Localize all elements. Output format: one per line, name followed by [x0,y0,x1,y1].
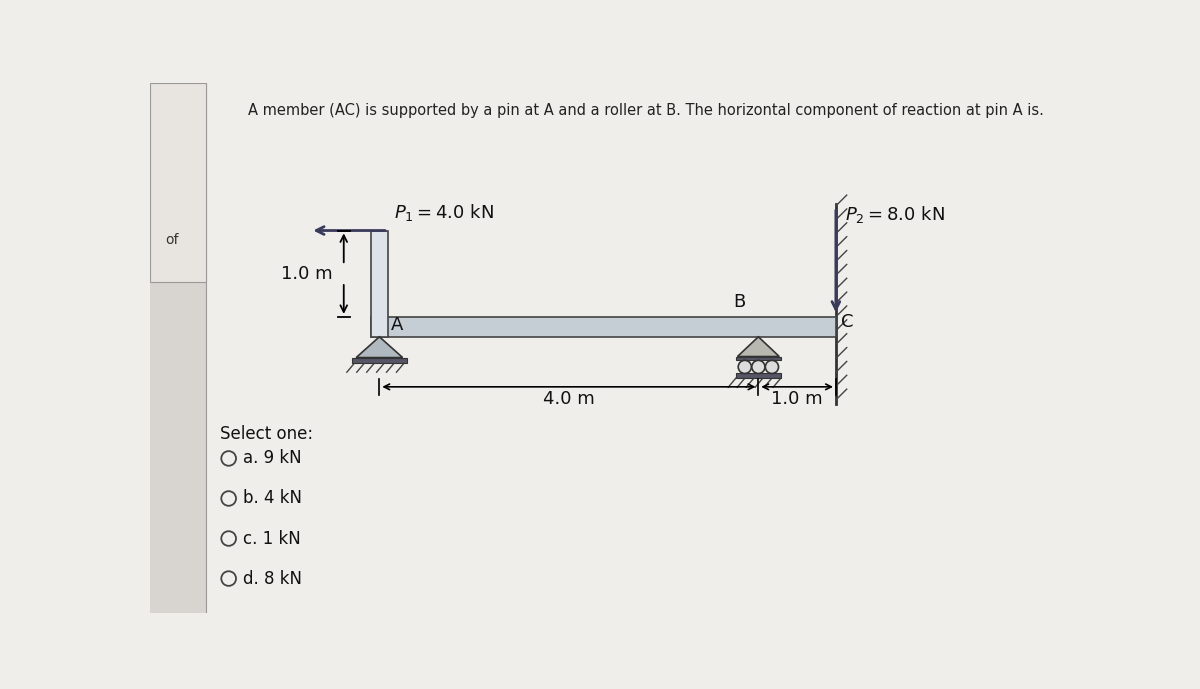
Bar [371,317,836,337]
Bar [736,356,781,360]
Text: d. 8 kN: d. 8 kN [242,570,302,588]
Circle shape [738,360,751,373]
Text: of: of [166,233,179,247]
Bar [371,231,388,337]
Bar [353,358,407,363]
Text: 4.0 m: 4.0 m [544,390,595,408]
Text: Select one:: Select one: [220,424,313,442]
Text: C: C [840,313,853,331]
Text: A member (AC) is supported by a pin at A and a roller at B. The horizontal compo: A member (AC) is supported by a pin at A… [248,103,1044,119]
Text: 1.0 m: 1.0 m [281,265,332,282]
Bar [736,373,781,378]
Text: A: A [391,316,403,334]
Text: c. 1 kN: c. 1 kN [242,530,301,548]
Circle shape [751,360,764,373]
Bar [150,83,206,282]
Text: B: B [733,294,746,311]
Circle shape [766,360,779,373]
Bar [150,83,206,613]
Text: a. 9 kN: a. 9 kN [242,449,301,467]
Text: $P_1 = 4.0$ kN: $P_1 = 4.0$ kN [394,202,494,223]
Text: b. 4 kN: b. 4 kN [242,489,302,508]
Text: 1.0 m: 1.0 m [772,390,823,408]
Polygon shape [738,337,779,356]
Polygon shape [356,337,403,358]
Text: $P_2 = 8.0$ kN: $P_2 = 8.0$ kN [845,203,946,225]
